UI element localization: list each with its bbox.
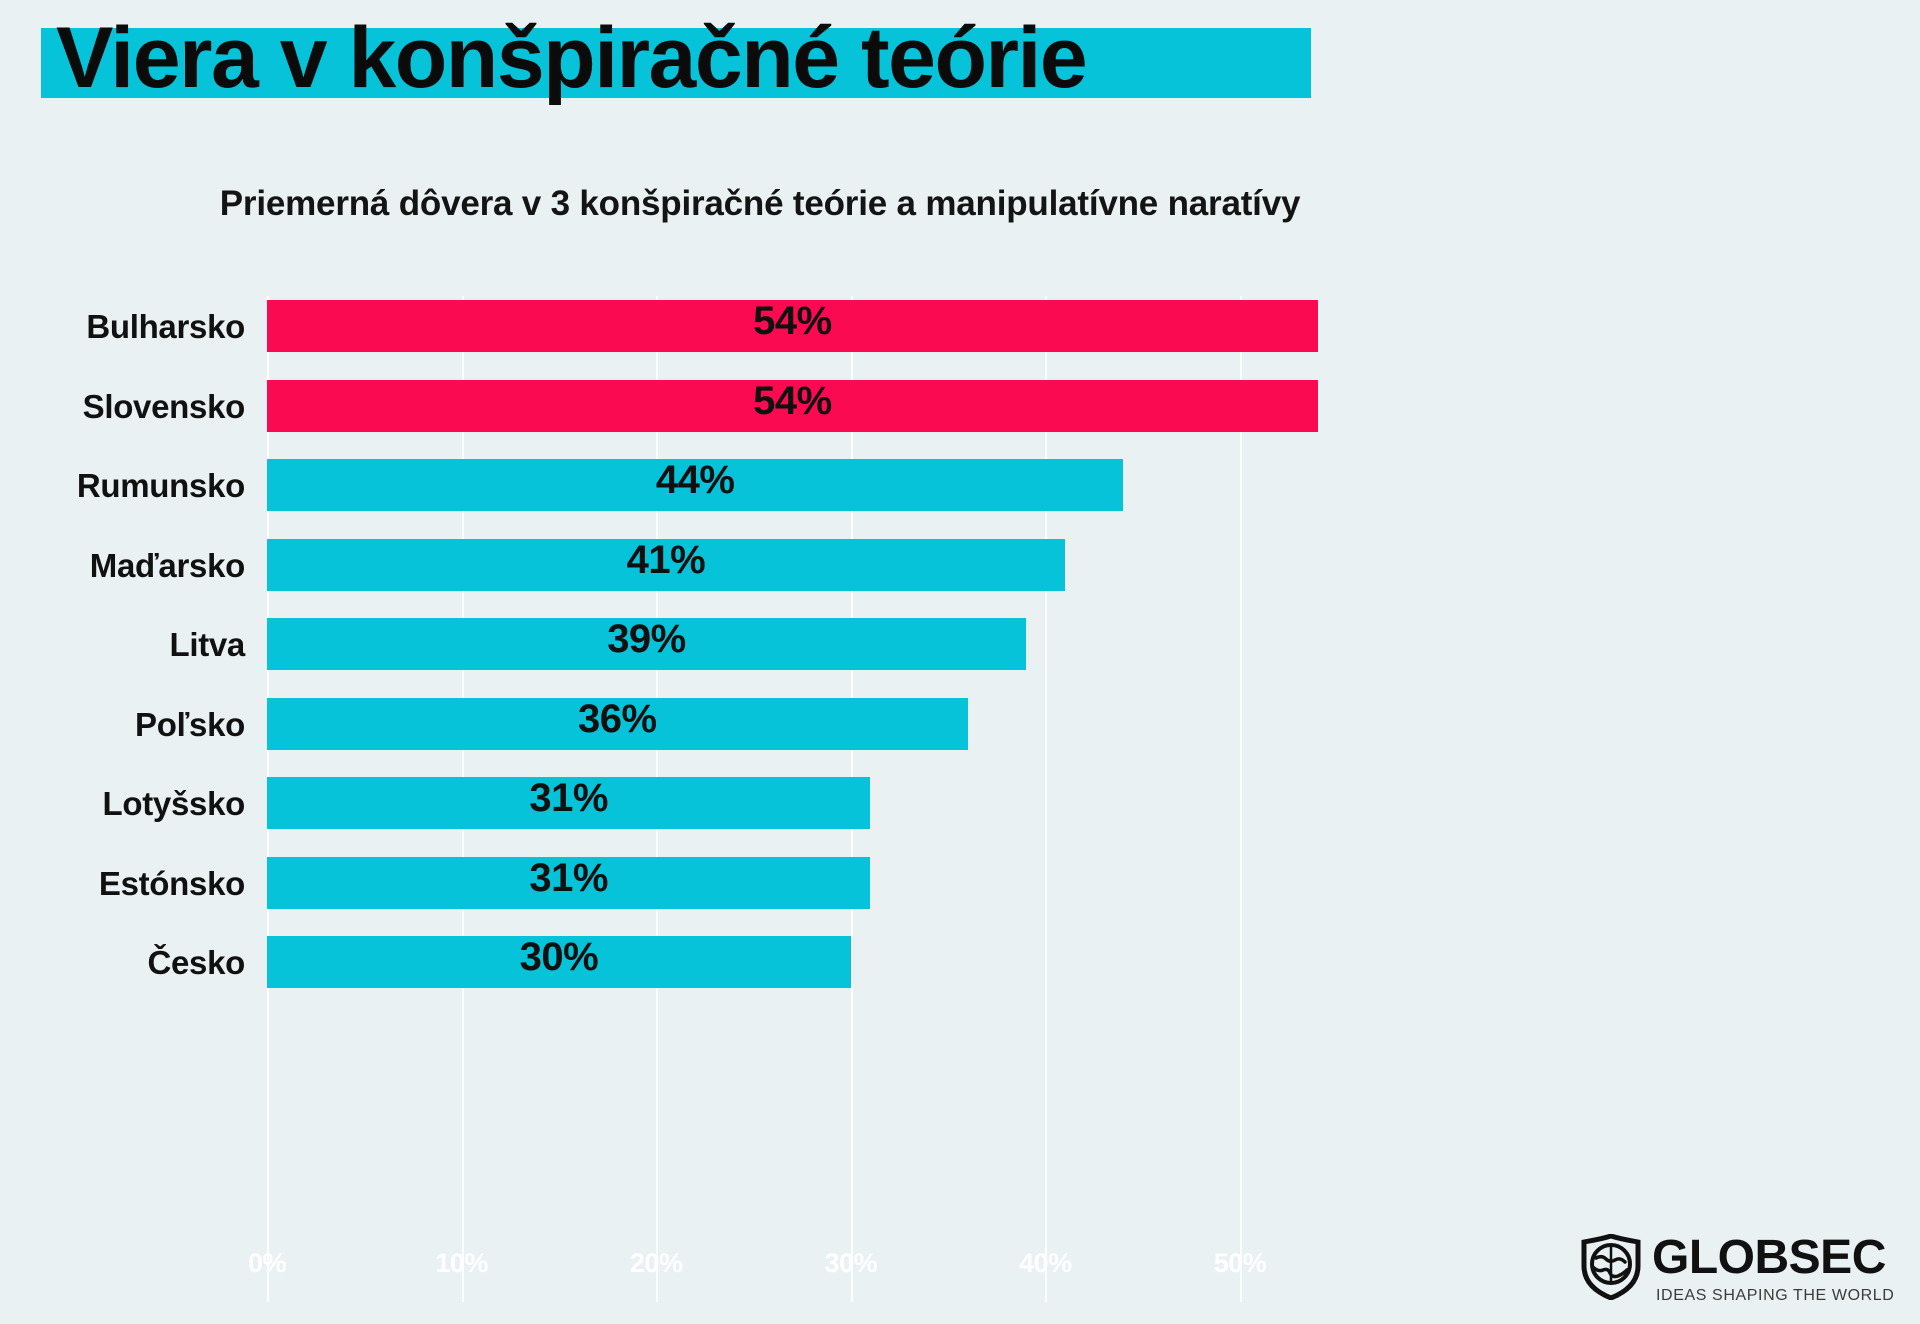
gridline-50	[1240, 296, 1242, 1302]
logo-tagline: IDEAS SHAPING THE WORLD	[1656, 1287, 1895, 1304]
bar-slovensko	[267, 379, 1318, 432]
category-label: Slovensko	[82, 387, 246, 425]
category-label: Litva	[169, 626, 245, 663]
chart-subtitle: Priemerná dôvera v 3 konšpiračné teórie …	[219, 184, 1301, 223]
x-tick-label: 50%	[1213, 1248, 1267, 1278]
category-label: Bulharsko	[86, 308, 245, 345]
bar-row: Maďarsko 41%	[0, 535, 1920, 615]
bar-value-label: 54%	[753, 299, 832, 343]
bar-row: Slovensko 54%	[0, 376, 1920, 456]
bar-value-label: 39%	[607, 617, 686, 661]
x-tick-label: 10%	[435, 1248, 488, 1278]
x-tick-label: 20%	[629, 1248, 683, 1278]
bar-poľsko	[267, 697, 968, 750]
page-title: Viera v konšpiračné teórie	[56, 10, 1088, 106]
bar-row: Lotyšsko 31%	[0, 773, 1920, 853]
bar-value-label: 31%	[529, 776, 608, 820]
bar-row: Estónsko 31%	[0, 853, 1920, 933]
globe-shield-icon	[1578, 1233, 1644, 1301]
x-axis: 0% 10% 20% 30% 40% 50%	[0, 1248, 1920, 1308]
page-header: Viera v konšpiračné teórie	[0, 0, 1920, 140]
bar-maďarsko	[267, 538, 1065, 591]
logo-wordmark: GLOBSEC	[1652, 1231, 1886, 1284]
globsec-logo: GLOBSEC IDEAS SHAPING THE WORLD	[1578, 1232, 1908, 1314]
bar-česko	[267, 936, 851, 988]
bar-value-label: 44%	[655, 458, 735, 502]
bar-value-label: 30%	[519, 935, 599, 979]
bar-lotyšsko	[267, 777, 871, 829]
bar-bulharsko	[267, 300, 1318, 352]
bar-value-label: 36%	[577, 696, 657, 741]
bar-chart: Bulharsko 54% Slovensko 54% Rumunsko 44% Maďar…	[0, 296, 1920, 1302]
bar-value-label: 31%	[529, 855, 608, 900]
gridline-40	[1045, 296, 1048, 1302]
bar-row: Litva 39%	[0, 614, 1920, 694]
bar-row: Bulharsko 54%	[0, 296, 1920, 376]
bar-rows: Bulharsko 54% Slovensko 54% Rumunsko 44% Maďar…	[0, 296, 1920, 1012]
bar-row: Rumunsko 44%	[0, 455, 1920, 535]
bar-litva	[267, 618, 1026, 670]
category-label: Rumunsko	[76, 467, 245, 504]
title-highlight-band	[41, 28, 1311, 98]
x-tick-label: 40%	[1019, 1248, 1072, 1278]
bar-row: Poľsko 36%	[0, 694, 1920, 774]
category-label: Lotyšsko	[102, 785, 246, 822]
category-label: Estónsko	[98, 864, 245, 902]
bar-rumunsko	[267, 459, 1124, 511]
x-tick-label: 30%	[824, 1248, 878, 1278]
category-label: Poľsko	[135, 705, 245, 743]
bar-row: Česko 30%	[0, 932, 1920, 1012]
bar-estónsko	[267, 856, 871, 909]
bar-value-label: 54%	[753, 378, 832, 423]
category-label: Česko	[147, 944, 245, 981]
category-label: Maďarsko	[89, 546, 246, 584]
x-tick-label: 0%	[247, 1248, 287, 1278]
bar-value-label: 41%	[626, 537, 706, 582]
